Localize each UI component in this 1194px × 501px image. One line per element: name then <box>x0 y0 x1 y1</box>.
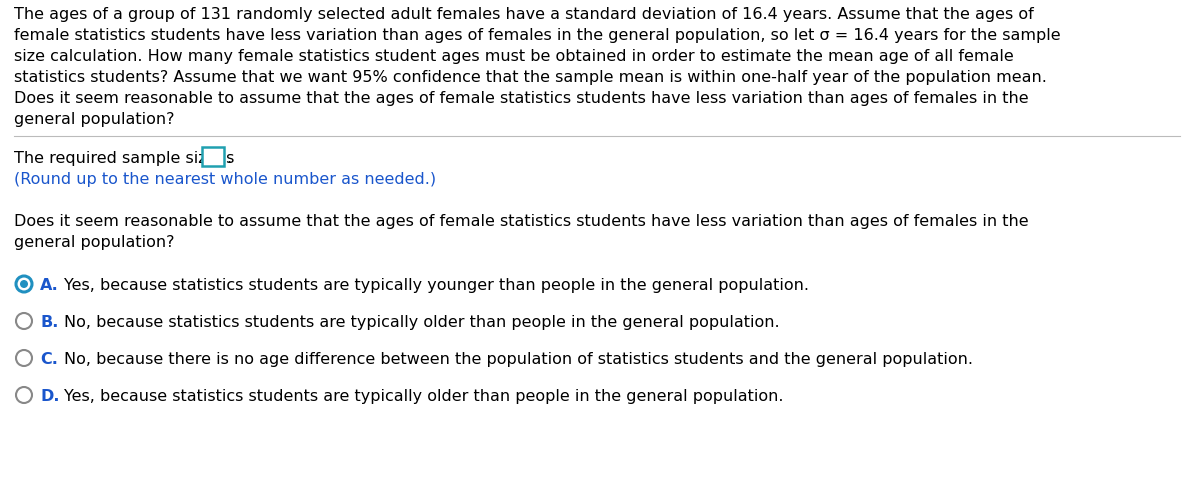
Text: A.: A. <box>41 278 59 293</box>
Text: The ages of a group of 131 randomly selected adult females have a standard devia: The ages of a group of 131 randomly sele… <box>14 7 1034 22</box>
Text: C.: C. <box>41 351 57 366</box>
Text: Does it seem reasonable to assume that the ages of female statistics students ha: Does it seem reasonable to assume that t… <box>14 213 1028 228</box>
FancyBboxPatch shape <box>202 148 224 167</box>
Circle shape <box>16 277 32 293</box>
Circle shape <box>16 350 32 366</box>
Text: Does it seem reasonable to assume that the ages of female statistics students ha: Does it seem reasonable to assume that t… <box>14 91 1028 106</box>
Text: No, because there is no age difference between the population of statistics stud: No, because there is no age difference b… <box>64 351 973 366</box>
Text: .: . <box>226 151 232 166</box>
Text: size calculation. How many female statistics student ages must be obtained in or: size calculation. How many female statis… <box>14 49 1014 64</box>
Circle shape <box>16 313 32 329</box>
Text: statistics students? Assume that we want 95% confidence that the sample mean is : statistics students? Assume that we want… <box>14 70 1047 85</box>
Circle shape <box>16 387 32 403</box>
Text: general population?: general population? <box>14 112 174 127</box>
Text: general population?: general population? <box>14 234 174 249</box>
Text: No, because statistics students are typically older than people in the general p: No, because statistics students are typi… <box>64 314 780 329</box>
Text: Yes, because statistics students are typically younger than people in the genera: Yes, because statistics students are typ… <box>64 278 810 293</box>
Circle shape <box>20 281 27 289</box>
Text: The required sample size is: The required sample size is <box>14 151 240 166</box>
Text: Yes, because statistics students are typically older than people in the general : Yes, because statistics students are typ… <box>64 388 783 403</box>
Text: female statistics students have less variation than ages of females in the gener: female statistics students have less var… <box>14 28 1060 43</box>
Text: B.: B. <box>41 314 59 329</box>
Text: D.: D. <box>41 388 60 403</box>
Text: (Round up to the nearest whole number as needed.): (Round up to the nearest whole number as… <box>14 172 436 187</box>
